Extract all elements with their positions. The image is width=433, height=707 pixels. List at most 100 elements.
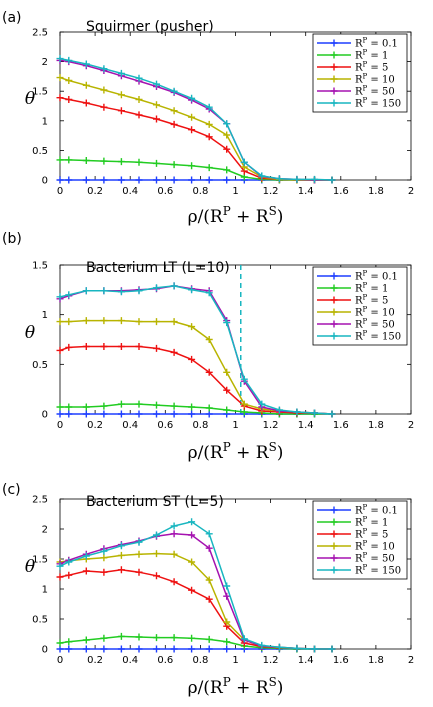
data-point (205, 410, 213, 418)
data-point (153, 80, 160, 88)
data-point (135, 287, 143, 295)
series-line-2 (59, 569, 332, 650)
series-line-4 (59, 59, 332, 181)
data-point (188, 518, 196, 526)
data-point (135, 318, 143, 326)
data-point (82, 552, 90, 560)
data-point (205, 164, 213, 172)
legend-entry: RP = 50 (355, 552, 395, 565)
series-line-1 (60, 159, 332, 181)
data-point (135, 74, 143, 82)
data-point (153, 318, 160, 326)
legend-marker (330, 320, 338, 328)
legend-box (312, 500, 408, 580)
panel-title: Bacterium ST (L=5) (86, 494, 224, 510)
data-point (135, 645, 143, 653)
x-axis-label: ρ/(RP + RS) (188, 675, 284, 698)
data-point (275, 643, 283, 651)
x-tick-label: 0.6 (157, 655, 173, 666)
data-point (223, 582, 231, 590)
data-point (65, 403, 73, 411)
data-point (275, 406, 283, 414)
data-point (328, 645, 336, 653)
panel-label: (b) (2, 231, 22, 247)
data-point (223, 120, 231, 128)
data-point (117, 69, 125, 77)
x-tick-label: 1 (232, 420, 238, 431)
y-tick-label: 1.5 (32, 555, 48, 566)
y-tick-label: 1.5 (32, 87, 48, 98)
x-tick-label: 2 (408, 420, 414, 431)
legend-entry: RP = 1 (355, 516, 388, 529)
data-point (82, 99, 90, 107)
data-point (153, 101, 160, 109)
data-point (82, 403, 90, 411)
legend-entry: RP = 50 (355, 318, 395, 331)
data-point (188, 94, 196, 102)
data-point (56, 55, 64, 63)
y-tick-label: 0.5 (32, 615, 48, 626)
data-point (188, 410, 196, 418)
legend-entry: RP = 0.1 (355, 270, 398, 283)
data-point (135, 550, 143, 558)
data-point (117, 176, 125, 184)
data-point (153, 531, 160, 539)
data-point (100, 402, 108, 410)
panel-title: Squirmer (pusher) (86, 19, 214, 35)
data-point (258, 400, 266, 408)
x-tick-label: 2 (408, 655, 414, 666)
x-tick-label: 0 (57, 186, 63, 197)
data-point (153, 401, 160, 409)
series-line-4 (59, 285, 333, 415)
data-point (82, 60, 90, 68)
data-point (65, 176, 73, 184)
x-tick-label: 0.2 (87, 420, 103, 431)
data-point (170, 176, 178, 184)
x-tick-label: 1 (232, 186, 238, 197)
legend-marker (330, 554, 338, 562)
y-tick-label: 1 (42, 116, 48, 127)
x-tick-label: 1.6 (333, 655, 349, 666)
data-point (170, 530, 178, 538)
x-tick-label: 0.8 (192, 186, 208, 197)
data-point (205, 645, 213, 653)
data-point (240, 158, 248, 166)
x-tick-label: 1.8 (368, 420, 384, 431)
data-point (188, 586, 196, 594)
data-point (311, 409, 318, 417)
legend-entry: RP = 5 (355, 294, 388, 307)
x-axis-label: ρ/(RP + RS) (188, 440, 284, 463)
data-point (205, 404, 213, 412)
x-tick-label: 1.4 (298, 186, 314, 197)
data-point (240, 375, 248, 383)
x-tick-label: 1.2 (263, 420, 279, 431)
data-point (205, 368, 213, 376)
data-point (205, 635, 213, 643)
data-point (223, 131, 231, 139)
data-point (65, 318, 73, 326)
x-axis-label: ρ/(RP + RS) (188, 204, 284, 227)
series-line-2 (59, 345, 333, 415)
y-tick-label: 1 (42, 585, 48, 596)
series-line-3 (60, 319, 333, 415)
legend-marker (330, 284, 338, 292)
y-tick-label: 0 (42, 645, 48, 656)
legend-entry: RP = 5 (355, 528, 388, 541)
series-line-5 (59, 520, 332, 650)
data-point (223, 638, 231, 646)
legend-box (312, 33, 408, 113)
legend-marker (330, 566, 338, 574)
x-tick-label: 0.4 (122, 655, 138, 666)
legend-entry: RP = 1 (355, 282, 388, 295)
data-point (56, 293, 64, 301)
data-point (240, 173, 248, 181)
data-point (170, 87, 178, 95)
y-tick-label: 0.5 (32, 146, 48, 157)
data-point (56, 562, 64, 570)
data-point (65, 558, 73, 566)
y-tick-label: 0.5 (32, 360, 48, 371)
data-point (170, 578, 178, 586)
data-point (100, 287, 108, 295)
data-point (188, 531, 196, 539)
data-point (117, 317, 125, 325)
